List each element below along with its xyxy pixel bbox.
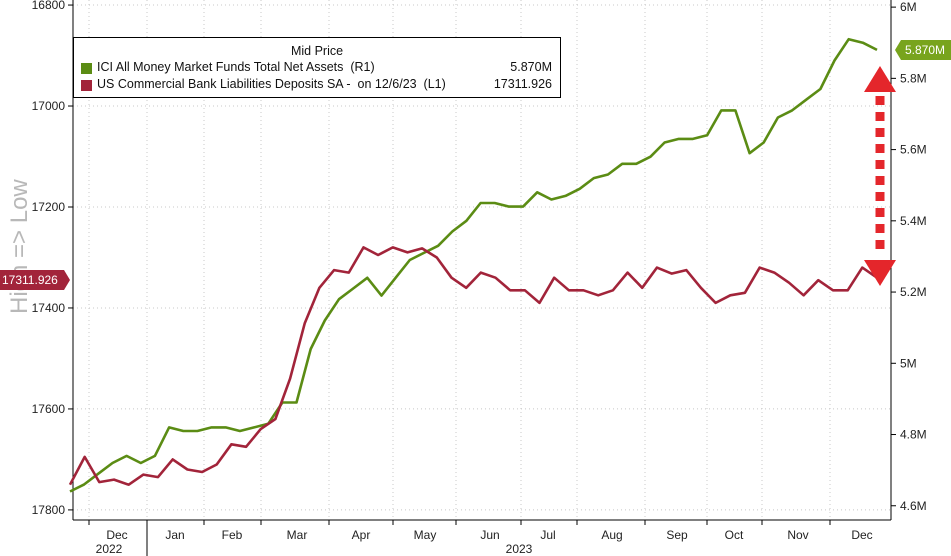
right-tick-label: 5M <box>900 356 917 370</box>
left-tick-label: 17200 <box>32 200 66 214</box>
arrow-head-up <box>864 66 896 92</box>
left-tick-label: 16800 <box>32 0 66 12</box>
x-tick-label: Jun <box>480 528 499 542</box>
x-tick-label: Dec <box>106 528 127 542</box>
right-tick-label: 4.8M <box>900 428 927 442</box>
left-tick-label: 17600 <box>32 402 66 416</box>
right-tick-label: 4.6M <box>900 499 927 513</box>
grid-lines <box>73 0 891 520</box>
legend-entry-mmf: ICI All Money Market Funds Total Net Ass… <box>81 60 552 76</box>
x-tick-label: Aug <box>601 528 622 542</box>
x-tick-label: Oct <box>725 528 744 542</box>
x-axis-ticks: Dec Jan Feb Mar Apr May Jun Jul Aug Sep Oct Nov Dec2… <box>88 520 873 556</box>
right-tick-label: 5.8M <box>900 71 927 85</box>
right-axis-ticks: 4.6M 4.8M 5M 5.2M 5.4M 5.6M 5.8M 6M <box>891 0 927 513</box>
x-tick-label: Sep <box>666 528 688 542</box>
legend-swatch-mmf <box>81 63 92 74</box>
x-tick-label: Feb <box>222 528 243 542</box>
x-tick-label: Apr <box>352 528 371 542</box>
right-tick-label: 5.2M <box>900 285 927 299</box>
right-tick-label: 5.6M <box>900 143 927 157</box>
left-tick-label: 17800 <box>32 503 66 517</box>
series-layer <box>68 37 878 493</box>
left-axis-ticks: 16800 17000 17200 17400 17600 17800 <box>32 0 73 517</box>
right-tick-label: 5.4M <box>900 214 927 228</box>
x-tick-label: Nov <box>787 528 808 542</box>
left-tick-label: 17400 <box>32 301 66 315</box>
last-value-badge-right: 5.870M <box>895 40 951 60</box>
series-line-money-market-funds <box>69 37 878 493</box>
side-label: High => Low <box>6 179 33 314</box>
arrow-head-down <box>864 260 896 286</box>
legend: Mid Price ICI All Money Market Funds Tot… <box>73 37 561 98</box>
year-label: 2023 <box>506 542 533 556</box>
range-arrow <box>864 66 896 286</box>
legend-value-deposits: 17311.926 <box>493 77 552 91</box>
legend-value-mmf: 5.870M <box>510 60 552 74</box>
legend-title: Mid Price <box>290 44 344 58</box>
last-value-badge-left: 17311.926 <box>0 270 70 290</box>
year-label: 2022 <box>96 542 123 556</box>
legend-label-deposits: US Commercial Bank Liabilities Deposits … <box>97 77 446 91</box>
x-tick-label: Jan <box>165 528 184 542</box>
x-tick-label: May <box>414 528 437 542</box>
x-tick-label: Jul <box>540 528 555 542</box>
left-tick-label: 17000 <box>32 99 66 113</box>
x-tick-label: Mar <box>287 528 308 542</box>
legend-entry-deposits: US Commercial Bank Liabilities Deposits … <box>81 77 552 93</box>
right-tick-label: 6M <box>900 0 917 14</box>
legend-swatch-deposits <box>81 80 92 91</box>
series-line-bank-deposits <box>68 246 878 487</box>
legend-label-mmf: ICI All Money Market Funds Total Net Ass… <box>97 60 375 74</box>
x-tick-label: Dec <box>851 528 872 542</box>
